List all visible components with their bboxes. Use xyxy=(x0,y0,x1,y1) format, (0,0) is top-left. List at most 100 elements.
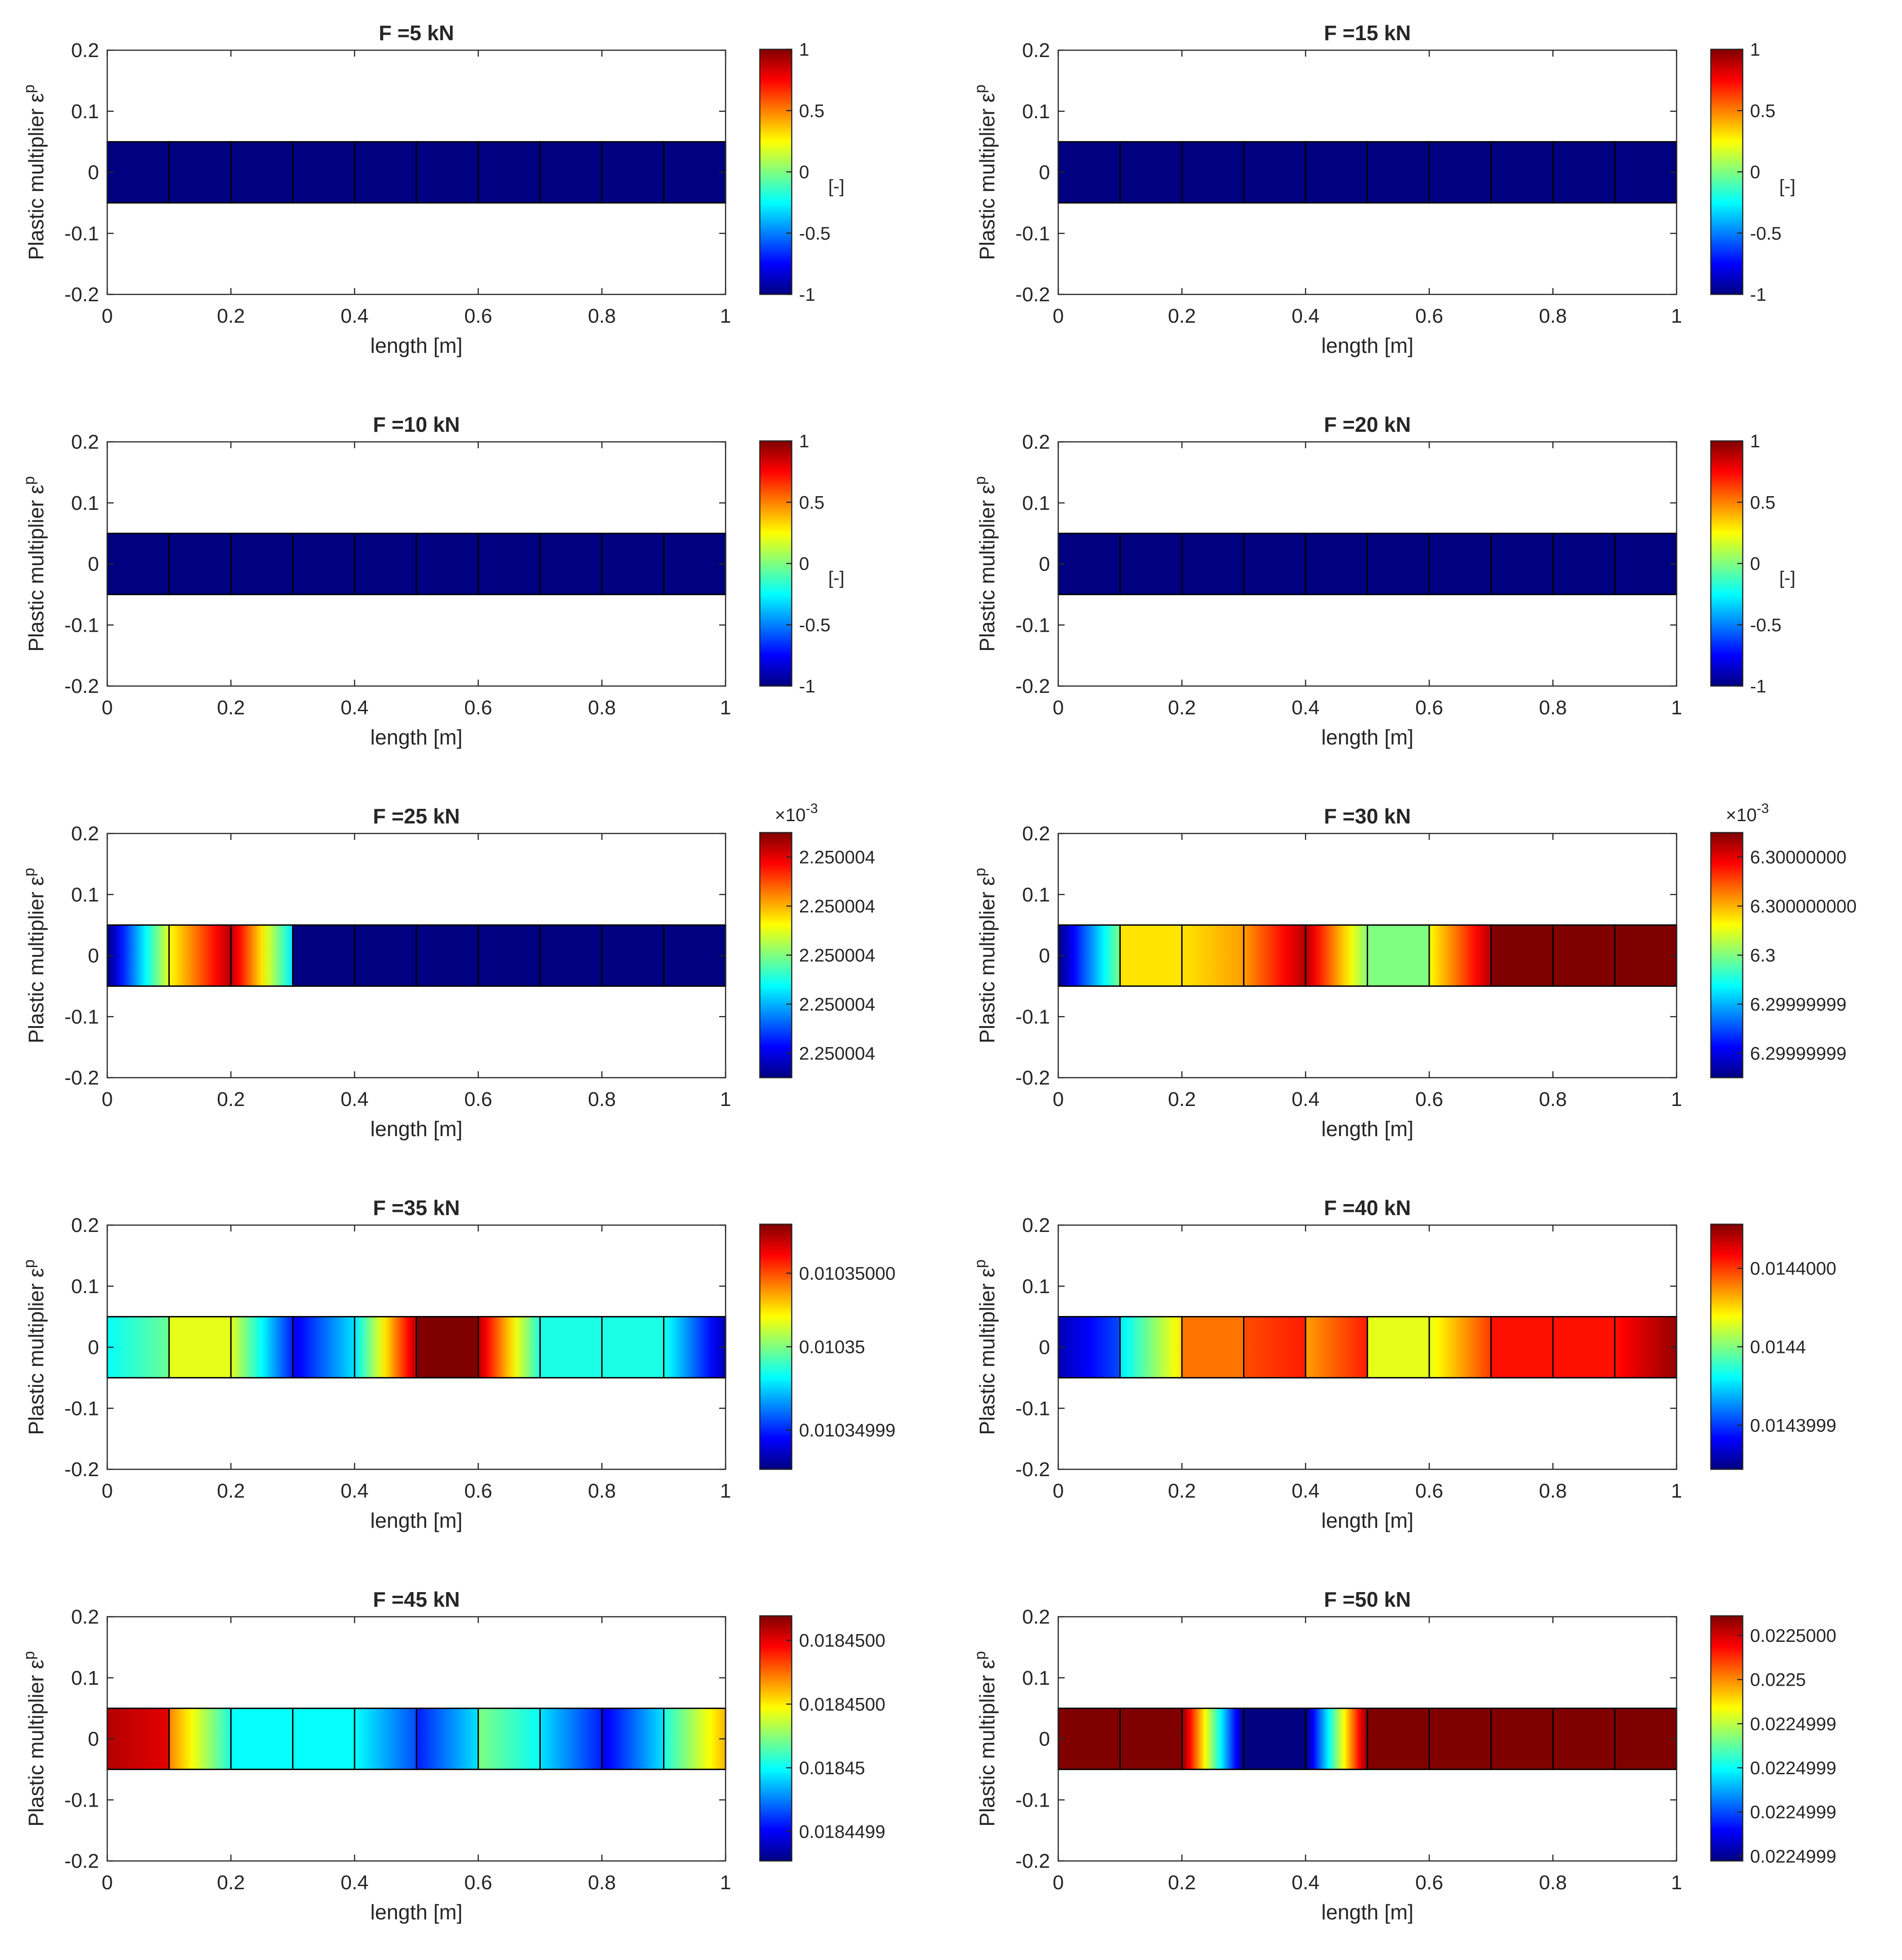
x-tick-label: 0.4 xyxy=(1291,1088,1319,1111)
bar-element xyxy=(539,533,603,595)
x-tick-label: 0.2 xyxy=(1168,1871,1196,1894)
x-axis-label: length [m] xyxy=(371,1509,463,1532)
bar-element xyxy=(601,1316,664,1378)
chart-svg: 0 0.2 0.4 0.6 0.8 1 -0.2 -0.1 0 0.1 0.2 F =20 kN len… xyxy=(972,413,1796,749)
x-tick-label: 0.2 xyxy=(217,1871,245,1894)
bar-element xyxy=(106,1708,170,1770)
x-tick-label: 0 xyxy=(1053,1871,1064,1894)
y-axis-label: Plastic multiplier εp xyxy=(972,868,999,1043)
x-tick-label: 1 xyxy=(1671,1480,1682,1502)
colorbar-tick-label: 0.0224999 xyxy=(1750,1846,1836,1866)
bar-element xyxy=(1428,1708,1492,1770)
bar-element xyxy=(477,1316,541,1378)
y-tick-label: 0 xyxy=(88,162,99,184)
bar-element xyxy=(1614,141,1677,204)
x-tick-label: 1 xyxy=(720,305,731,327)
bar-element xyxy=(1367,924,1430,987)
colorbar-tick-label: 0.01034999 xyxy=(799,1420,895,1441)
colorbar-units: [-] xyxy=(1779,568,1796,588)
bar-element xyxy=(1428,533,1492,595)
chart-title: F =45 kN xyxy=(373,1588,460,1611)
y-tick-label: 0 xyxy=(1039,553,1050,576)
y-axis-label-superscript: p xyxy=(972,1259,989,1268)
bar-element xyxy=(1367,1316,1430,1378)
bar-element xyxy=(230,1316,293,1378)
colorbar-tick-label: 0.5 xyxy=(799,101,825,121)
x-tick-label: 0.4 xyxy=(340,697,368,719)
y-tick-label: 0.2 xyxy=(1022,39,1050,62)
colorbar xyxy=(759,1615,793,1862)
colorbar-tick-label: 0.0225000 xyxy=(1750,1626,1836,1646)
bar-element xyxy=(416,141,479,204)
x-tick-label: 1 xyxy=(1671,697,1682,719)
bar-element xyxy=(1614,1708,1677,1770)
y-tick-label: 0 xyxy=(1039,1728,1050,1750)
chart-title: F =40 kN xyxy=(1324,1196,1411,1220)
colorbar-tick-label: 0.0184500 xyxy=(799,1631,885,1651)
bar-element xyxy=(1119,924,1183,987)
colorbar-tick-label: 6.300000000 xyxy=(1750,896,1857,917)
x-tick-label: 0.6 xyxy=(1415,697,1443,719)
y-tick-label: 0.1 xyxy=(71,1667,99,1689)
bar-element xyxy=(1490,533,1554,595)
chart-panel: 0 0.2 0.4 0.6 0.8 1 -0.2 -0.1 0 0.1 0.2 F =15 kN len… xyxy=(951,0,1902,392)
colorbar-tick-label: 0 xyxy=(799,162,809,183)
bar-element xyxy=(1181,533,1244,595)
bar-element xyxy=(477,924,541,987)
y-tick-label: 0 xyxy=(1039,945,1050,967)
y-axis-label: Plastic multiplier εp xyxy=(21,476,48,652)
colorbar-tick-label: 0 xyxy=(1750,554,1760,574)
chart-title: F =25 kN xyxy=(373,804,460,828)
bar-element xyxy=(1428,924,1492,987)
bar-element xyxy=(230,1708,293,1770)
x-tick-label: 0 xyxy=(102,1871,113,1894)
colorbar-tick-label: 2.250004 xyxy=(799,896,875,917)
bar-element xyxy=(663,924,726,987)
x-tick-label: 0.6 xyxy=(1415,1871,1443,1894)
y-tick-label: 0.2 xyxy=(1022,1214,1050,1237)
bar-element xyxy=(539,1708,603,1770)
colorbar-tick-label: 0.5 xyxy=(1750,101,1776,121)
colorbar-tick-label: 0.01845 xyxy=(799,1758,865,1778)
y-axis-label: Plastic multiplier εp xyxy=(21,868,48,1043)
colorbar-tick-label: 0.01035000 xyxy=(799,1263,895,1284)
bar-element xyxy=(1305,533,1368,595)
x-tick-label: 1 xyxy=(1671,305,1682,327)
bar-element xyxy=(1305,1708,1368,1770)
bar-element xyxy=(1243,924,1306,987)
bar-element xyxy=(1552,1316,1615,1378)
bar-element xyxy=(539,924,603,987)
colorbar-tick-label: 1 xyxy=(799,40,809,60)
colorbar-tick-label: 1 xyxy=(799,431,809,451)
chart-panel: 0 0.2 0.4 0.6 0.8 1 -0.2 -0.1 0 0.1 0.2 F =30 kN len… xyxy=(951,783,1902,1175)
colorbar-units: [-] xyxy=(1779,177,1796,197)
chart-title: F =15 kN xyxy=(1324,21,1411,45)
x-tick-label: 0.6 xyxy=(464,1088,492,1111)
bar-element xyxy=(1057,1316,1121,1378)
colorbar-tick-label: 6.29999999 xyxy=(1750,1043,1846,1064)
bar-element xyxy=(1305,141,1368,204)
y-tick-label: -0.1 xyxy=(64,1789,99,1811)
colorbar-tick-label: 6.29999999 xyxy=(1750,995,1846,1015)
colorbar-exponent-value: -3 xyxy=(806,801,818,816)
bar-element xyxy=(292,1708,355,1770)
y-tick-label: -0.2 xyxy=(1015,1067,1050,1089)
x-tick-label: 0.8 xyxy=(1539,1480,1567,1502)
x-tick-label: 1 xyxy=(720,697,731,719)
bar-element xyxy=(1367,533,1430,595)
y-tick-label: 0 xyxy=(88,945,99,967)
y-tick-label: 0.2 xyxy=(1022,1606,1050,1628)
x-axis-label: length [m] xyxy=(1322,1509,1414,1532)
x-tick-label: 0.2 xyxy=(1168,305,1196,327)
x-tick-label: 0 xyxy=(1053,697,1064,719)
chart-title: F =35 kN xyxy=(373,1196,460,1220)
y-tick-label: -0.2 xyxy=(64,675,99,697)
colorbar-tick-label: 0.5 xyxy=(799,493,825,513)
bar-element xyxy=(416,533,479,595)
x-tick-label: 0.8 xyxy=(1539,1871,1567,1894)
chart-panel: 0 0.2 0.4 0.6 0.8 1 -0.2 -0.1 0 0.1 0.2 F =5 kN leng… xyxy=(0,0,951,392)
colorbar-tick-label: -1 xyxy=(1750,285,1766,305)
x-tick-label: 0.6 xyxy=(464,305,492,327)
x-axis-label: length [m] xyxy=(371,1900,463,1924)
y-tick-label: -0.2 xyxy=(1015,675,1050,697)
